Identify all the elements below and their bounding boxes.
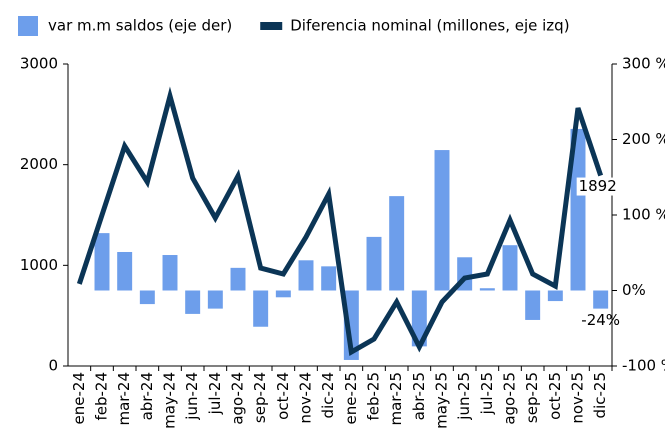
x-tick-label: sep-25	[523, 372, 541, 423]
bar	[593, 290, 609, 309]
x-tick-label: feb-24	[93, 372, 111, 421]
x-tick-label: may-25	[433, 372, 451, 429]
y2-tick-label: 0%	[622, 281, 646, 299]
legend-label: Diferencia nominal (millones, eje izq)	[290, 17, 569, 35]
legend-label: var m.m saldos (eje der)	[48, 17, 232, 35]
x-tick-label: oct-25	[546, 372, 564, 420]
bar	[275, 290, 291, 298]
x-tick-label: ago-25	[501, 372, 519, 425]
y2-tick-label: 200 %	[622, 130, 665, 148]
bar	[139, 290, 155, 305]
bar	[298, 260, 314, 291]
bar	[185, 290, 201, 314]
y2-tick-label: -100 %	[622, 357, 665, 375]
x-tick-label: nov-24	[297, 372, 315, 424]
bar	[94, 233, 110, 291]
bar	[434, 150, 450, 291]
x-tick-label: ene-24	[70, 372, 88, 424]
data-label-bg	[576, 177, 619, 196]
bar	[117, 251, 133, 291]
bar	[162, 255, 178, 291]
legend-swatch	[18, 16, 38, 36]
x-tick-label: dic-24	[319, 372, 337, 418]
y-tick-label: 0	[48, 357, 58, 375]
x-tick-label: abr-24	[138, 372, 156, 420]
bar	[389, 196, 405, 291]
y-tick-label: 3000	[20, 55, 58, 73]
y2-tick-label: 100 %	[622, 206, 665, 224]
x-tick-label: nov-25	[569, 372, 587, 424]
x-tick-label: mar-25	[387, 372, 405, 426]
x-tick-label: abr-25	[410, 372, 428, 420]
bar	[253, 290, 269, 327]
bar	[502, 245, 518, 291]
bar	[321, 266, 337, 291]
bar	[570, 128, 586, 291]
x-tick-label: jul-25	[478, 372, 496, 415]
x-tick-label: oct-24	[274, 372, 292, 420]
x-tick-label: may-24	[161, 372, 179, 429]
y-tick-label: 2000	[20, 155, 58, 173]
x-tick-label: ene-25	[342, 372, 360, 424]
x-tick-label: jun-24	[183, 372, 201, 421]
data-label: 1892	[579, 177, 617, 195]
bar	[230, 267, 246, 291]
x-tick-label: jul-24	[206, 372, 224, 415]
legend-swatch	[260, 22, 283, 30]
bar	[411, 290, 427, 347]
x-tick-label: sep-24	[251, 372, 269, 423]
x-tick-label: ago-24	[229, 372, 247, 425]
line	[76, 86, 604, 357]
x-tick-label: mar-24	[115, 372, 133, 426]
x-tick-label: feb-25	[365, 372, 383, 421]
x-tick-label: jun-25	[455, 372, 473, 421]
bar	[207, 290, 223, 309]
bar	[525, 290, 541, 320]
y2-tick-label: 300 %	[622, 55, 665, 73]
y-tick-label: 1000	[20, 256, 58, 274]
bar	[479, 288, 495, 291]
x-tick-label: dic-25	[591, 372, 609, 418]
data-label: -24%	[581, 311, 620, 329]
bar	[366, 236, 382, 291]
bar	[547, 290, 563, 302]
